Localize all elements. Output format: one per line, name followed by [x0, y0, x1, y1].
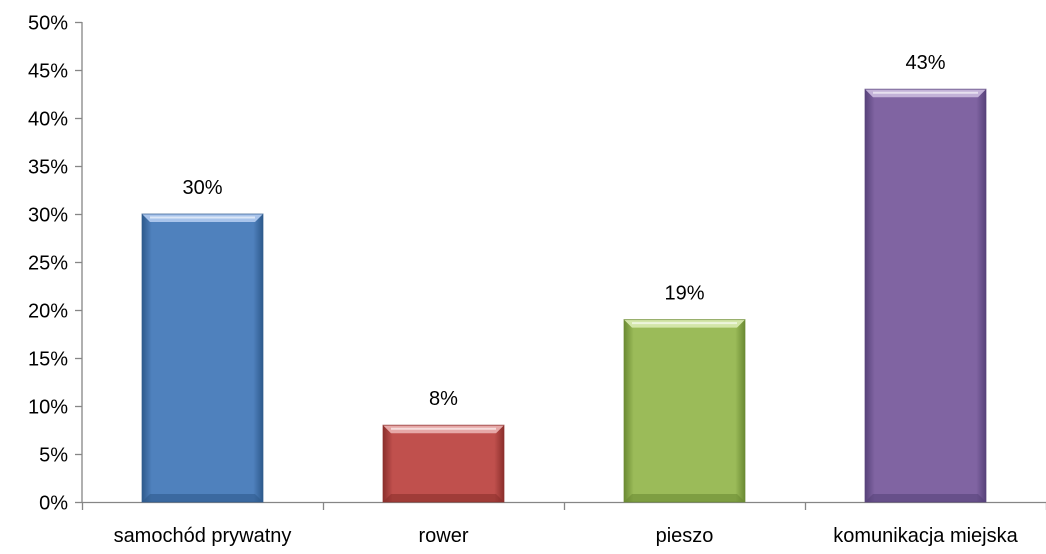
- bar-bottom-bevel: [383, 494, 504, 502]
- y-tick-label: 25%: [28, 253, 68, 275]
- bar-body: [865, 89, 986, 502]
- bar-bottom-bevel: [624, 494, 745, 502]
- data-label: 43%: [905, 52, 945, 74]
- bar-bottom-bevel: [142, 494, 263, 502]
- data-label: 19%: [664, 283, 704, 305]
- bar-outline: [623, 319, 746, 503]
- bar: [141, 213, 264, 503]
- y-tick-label: 45%: [28, 61, 68, 83]
- y-tick-label: 40%: [28, 109, 68, 131]
- bar-body: [624, 319, 745, 502]
- x-category-label: rower: [418, 525, 468, 547]
- x-category-label: pieszo: [656, 525, 714, 547]
- y-tick-label: 35%: [28, 157, 68, 179]
- bar: [623, 319, 746, 503]
- bar-outline: [141, 213, 264, 503]
- y-tick-label: 5%: [39, 445, 68, 467]
- bar-body: [383, 425, 504, 502]
- bar-bottom-bevel: [865, 494, 986, 502]
- bar-body: [142, 214, 263, 502]
- bar-outline: [382, 424, 505, 503]
- data-labels: 30% 8% 19% 43%: [182, 52, 945, 410]
- bar-outline: [864, 88, 987, 503]
- y-tick-label: 10%: [28, 397, 68, 419]
- x-axis: samochód prywatny rower pieszo komunikacja …: [81, 501, 1046, 547]
- bar: [864, 88, 987, 503]
- y-tick-label: 50%: [28, 13, 68, 35]
- data-label: 8%: [429, 388, 458, 410]
- y-tick-label: 30%: [28, 205, 68, 227]
- y-tick-label: 20%: [28, 301, 68, 323]
- data-label: 30%: [182, 177, 222, 199]
- bars: [141, 88, 987, 503]
- x-category-label: komunikacja miejska: [833, 525, 1018, 547]
- y-tick-label: 15%: [28, 349, 68, 371]
- y-axis: 0% 5% 10% 15% 20% 25% 30% 35% 40% 45% 50%: [28, 13, 83, 515]
- bar: [382, 424, 505, 503]
- y-tick-label: 0%: [39, 493, 68, 515]
- x-category-label: samochód prywatny: [114, 525, 292, 547]
